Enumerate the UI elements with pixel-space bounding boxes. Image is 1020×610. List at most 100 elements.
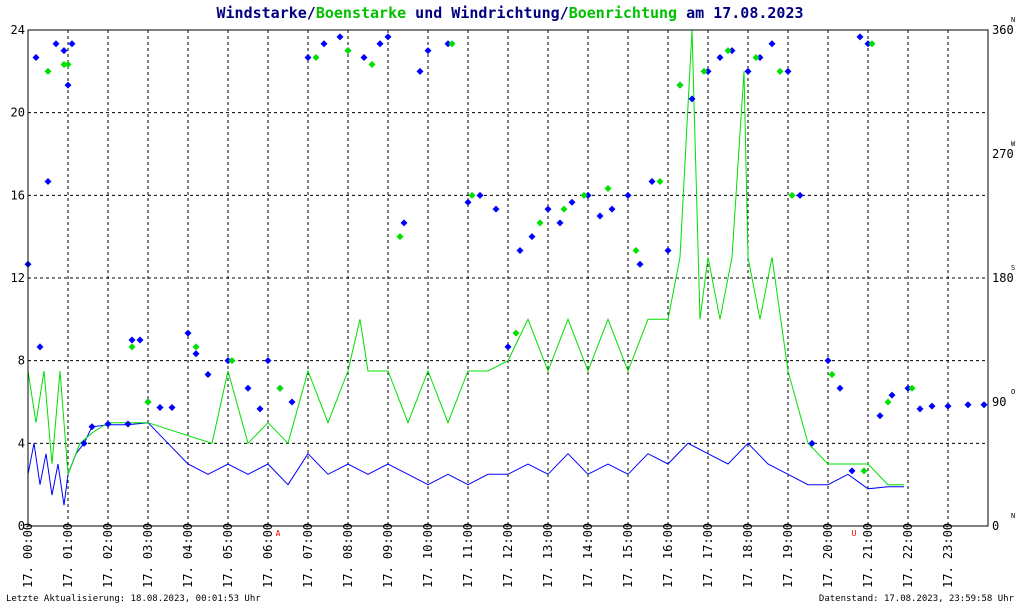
boenrichtung-point xyxy=(676,81,684,89)
x-tick-label: 17. 06:00 xyxy=(261,523,275,588)
windrichtung-point xyxy=(728,47,736,55)
windrichtung-point xyxy=(224,357,232,365)
windrichtung-point xyxy=(888,391,896,399)
windrichtung-point xyxy=(336,33,344,41)
title-boenrichtung: Boenrichtung xyxy=(569,4,677,22)
y-tick-label-left: 16 xyxy=(11,188,25,202)
x-tick-label: 17. 03:00 xyxy=(141,523,155,588)
windrichtung-point xyxy=(492,205,500,213)
windrichtung-point xyxy=(360,54,368,62)
windrichtung-point xyxy=(848,467,856,475)
windrichtung-point xyxy=(568,198,576,206)
boenrichtung-point xyxy=(512,329,520,337)
windrichtung-point xyxy=(288,398,296,406)
windrichtung-point xyxy=(664,246,672,254)
title-windrichtung: Windrichtung xyxy=(451,4,559,22)
y-tick-label-left: 20 xyxy=(11,106,25,120)
windrichtung-point xyxy=(928,402,936,410)
x-tick-label: 17. 23:00 xyxy=(941,523,955,588)
windrichtung-point xyxy=(768,40,776,48)
title-boenstarke: Boenstarke xyxy=(316,4,406,22)
x-tick-label: 17. 13:00 xyxy=(541,523,555,588)
windrichtung-point xyxy=(400,219,408,227)
windrichtung-point xyxy=(796,191,804,199)
boenrichtung-point xyxy=(656,178,664,186)
boenrichtung-point xyxy=(228,357,236,365)
windrichtung-point xyxy=(636,260,644,268)
footer-data-status: Datenstand: 17.08.2023, 23:59:58 Uhr xyxy=(819,594,1015,604)
y-tick-label-right: 90 xyxy=(992,395,1006,409)
boenrichtung-point xyxy=(560,205,568,213)
windrichtung-point xyxy=(36,343,44,351)
boenrichtung-point xyxy=(144,398,152,406)
windrichtung-point xyxy=(544,205,552,213)
title-sep1: / xyxy=(307,4,316,22)
y-tick-direction: S xyxy=(1011,264,1015,272)
x-tick-label: 17. 21:00 xyxy=(861,523,875,588)
boenrichtung-point xyxy=(468,191,476,199)
boenrichtung-point xyxy=(44,67,52,75)
boenrichtung-point xyxy=(368,60,376,68)
x-tick-label: 17. 09:00 xyxy=(381,523,395,588)
boenrichtung-point xyxy=(60,60,68,68)
windrichtung-point xyxy=(876,412,884,420)
windrichtung-point xyxy=(824,357,832,365)
x-tick-label: 17. 17:00 xyxy=(701,523,715,588)
y-tick-label-right: 360 xyxy=(992,23,1014,37)
windrichtung-point xyxy=(808,439,816,447)
windrichtung-point xyxy=(904,384,912,392)
x-tick-label: 17. 20:00 xyxy=(821,523,835,588)
windrichtung-point xyxy=(104,420,112,428)
windrichtung-point xyxy=(756,54,764,62)
windrichtung-point xyxy=(88,423,96,431)
boenrichtung-point xyxy=(604,184,612,192)
footer-last-update: Letzte Aktualisierung: 18.08.2023, 00:01… xyxy=(6,594,261,604)
windrichtung-point xyxy=(168,404,176,412)
boenrichtung-point xyxy=(580,191,588,199)
boenrichtung-point xyxy=(724,47,732,55)
plot-frame xyxy=(27,29,989,527)
windrichtung-point xyxy=(44,178,52,186)
windrichtung-point xyxy=(964,401,972,409)
windrichtung-point xyxy=(516,246,524,254)
windrichtung-point xyxy=(68,40,76,48)
y-tick-label-right: 0 xyxy=(992,519,999,533)
y-tick-label-left: 24 xyxy=(11,23,25,37)
x-tick-label: 17. 22:00 xyxy=(901,523,915,588)
x-tick-label: 17. 14:00 xyxy=(581,523,595,588)
boenrichtung-point xyxy=(788,191,796,199)
boenrichtung-point xyxy=(536,219,544,227)
boenstarke-line xyxy=(27,29,904,486)
windrichtung-point xyxy=(304,54,312,62)
windrichtung-point xyxy=(704,67,712,75)
y-tick-label-left: 8 xyxy=(18,354,25,368)
windrichtung-point xyxy=(556,219,564,227)
windrichtung-point xyxy=(444,40,452,48)
windrichtung-point xyxy=(124,420,132,428)
windrichtung-point xyxy=(136,336,144,344)
boenrichtung-point xyxy=(776,67,784,75)
y-tick-label-left: 4 xyxy=(18,436,25,450)
chart-title: Windstarke/Boenstarke und Windrichtung/B… xyxy=(216,4,803,22)
y-tick-direction: W xyxy=(1011,140,1016,148)
windrichtung-point xyxy=(608,205,616,213)
windrichtung-point xyxy=(596,212,604,220)
x-tick-label: 17. 02:00 xyxy=(101,523,115,588)
boenrichtung-point xyxy=(752,54,760,62)
boenrichtung-point xyxy=(448,40,456,48)
y-tick-direction: O xyxy=(1011,388,1015,396)
windrichtung-point xyxy=(864,40,872,48)
windrichtung-point xyxy=(264,357,272,365)
y-tick-label-left: 12 xyxy=(11,271,25,285)
boenrichtung-point xyxy=(128,343,136,351)
title-windstarke: Windstarke xyxy=(216,4,306,22)
windrichtung-point xyxy=(584,191,592,199)
x-tick-label: 17. 18:00 xyxy=(741,523,755,588)
windrichtung-point xyxy=(836,384,844,392)
x-tick-label: 17. 15:00 xyxy=(621,523,635,588)
windrichtung-point xyxy=(256,405,264,413)
windrichtung-point xyxy=(744,67,752,75)
